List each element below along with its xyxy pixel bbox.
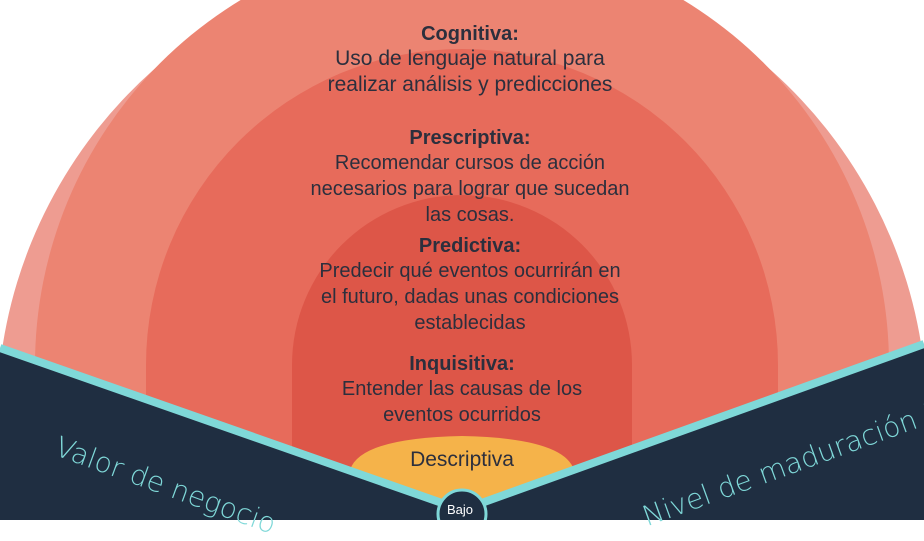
desc-cognitiva: Uso de lenguaje natural para realizar an… bbox=[327, 47, 613, 96]
band-inquisitiva bbox=[292, 195, 632, 520]
origin-label: Bajo bbox=[447, 502, 474, 517]
title-inquisitiva: Inquisitiva: bbox=[409, 353, 515, 375]
title-cognitiva: Cognitiva: bbox=[421, 23, 519, 45]
label-prescriptiva: Prescriptiva: Recomendar cursos de acció… bbox=[310, 126, 630, 228]
desc-inquisitiva: Entender las causas de los eventos ocurr… bbox=[341, 378, 583, 426]
label-inquisitiva: Inquisitiva: Entender las causas de los … bbox=[335, 352, 589, 428]
label-descriptiva: Descriptiva bbox=[362, 447, 562, 473]
title-predictiva: Predictiva: bbox=[418, 235, 522, 257]
title-prescriptiva: Prescriptiva: bbox=[409, 127, 531, 149]
left-axis-line bbox=[0, 344, 464, 514]
origin-circle bbox=[436, 488, 488, 520]
desc-prescriptiva: Recomendar cursos de acción necesarios p… bbox=[310, 152, 630, 226]
label-cognitiva: Cognitiva: Uso de lenguaje natural para … bbox=[300, 22, 640, 98]
right-axis-line bbox=[460, 340, 924, 514]
desc-predictiva: Predecir qué eventos ocurrirán en el fut… bbox=[319, 260, 621, 334]
desc-descriptiva: Descriptiva bbox=[410, 448, 514, 471]
label-predictiva: Predictiva: Predecir qué eventos ocurrir… bbox=[300, 234, 640, 336]
maturity-fan-diagram bbox=[0, 0, 924, 520]
